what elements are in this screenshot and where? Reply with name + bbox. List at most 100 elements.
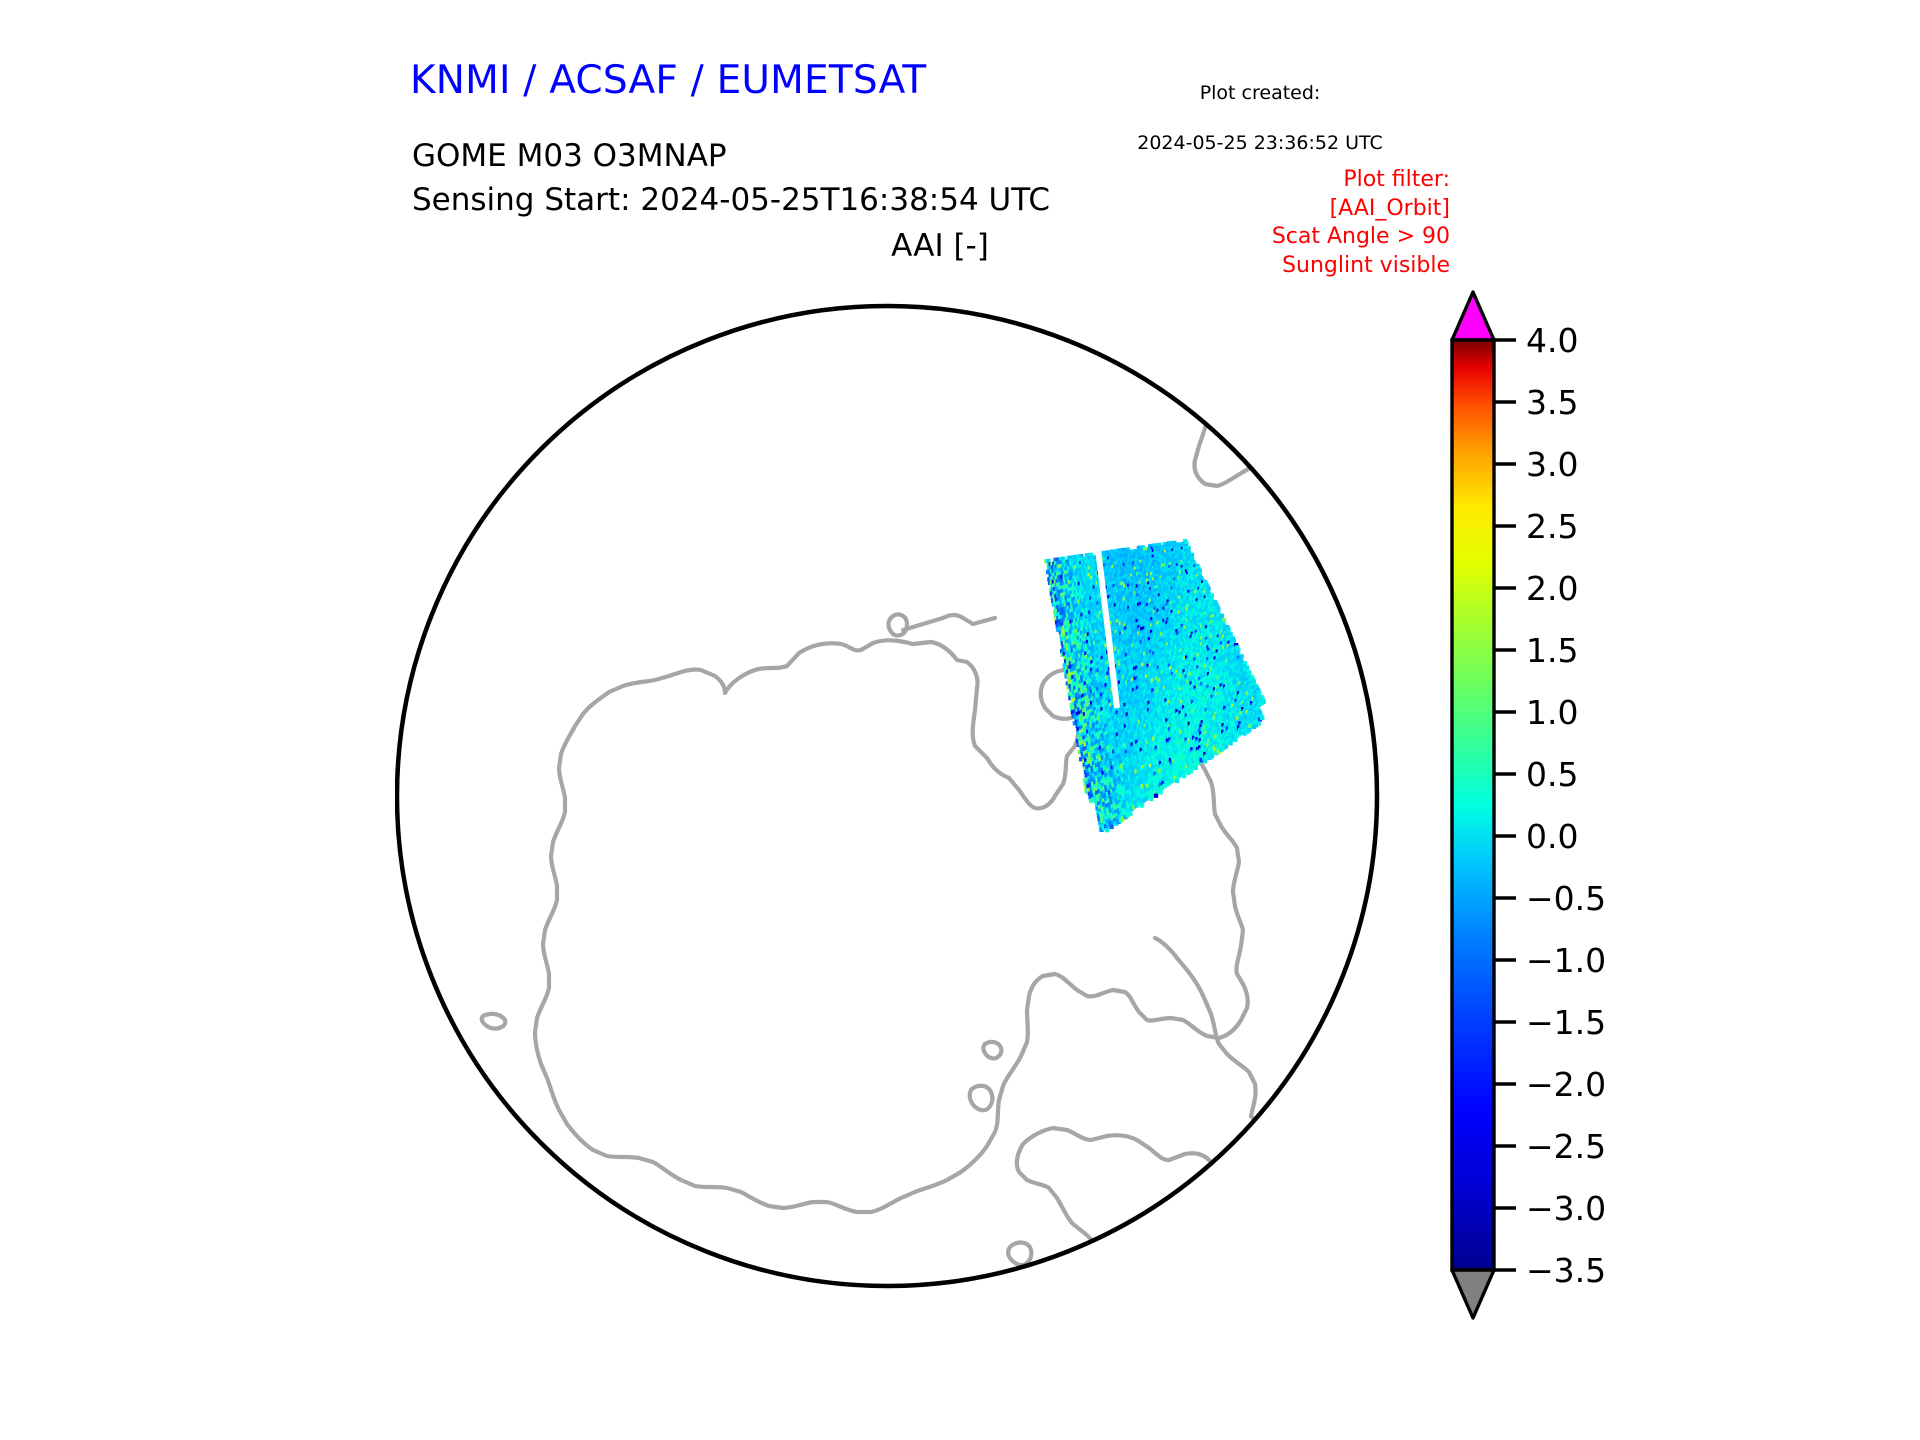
swath-pixel [1133, 712, 1138, 717]
swath-pixel [1209, 670, 1214, 676]
swath-pixel [1147, 728, 1152, 734]
sensing-start-label: Sensing Start: 2024-05-25T16:38:54 UTC [412, 182, 1050, 218]
swath-pixel [1235, 674, 1240, 679]
swath-pixel [1116, 746, 1121, 752]
swath-pixel [1075, 723, 1080, 728]
swath-pixel [1103, 766, 1108, 771]
south-america-patagonia [1020, 1125, 1284, 1207]
swath-pixel [1080, 748, 1085, 753]
swath-pixel [1222, 663, 1227, 669]
swath-pixel [1207, 715, 1212, 721]
swath-pixel [1230, 636, 1235, 641]
swath-pixel [1218, 708, 1224, 714]
swath-pixel [1130, 742, 1135, 747]
swath-pixel [1194, 672, 1199, 677]
swath-pixel [1135, 739, 1140, 745]
swath-pixel [1115, 751, 1120, 756]
swath-pixel [1103, 769, 1109, 775]
swath-pixel [1208, 711, 1214, 717]
swath-pixel [1122, 773, 1127, 778]
swath-pixel [1207, 687, 1212, 692]
swath-pixel [1211, 697, 1216, 702]
swath-pixel [1142, 760, 1148, 765]
swath-pixel [1183, 539, 1188, 544]
swath-pixel [1149, 706, 1154, 712]
small-island-north [886, 612, 910, 638]
swath-pixel [1236, 653, 1241, 658]
swath-pixel [1156, 744, 1162, 749]
swath-pixel [1169, 666, 1174, 671]
swath-pixel [1233, 690, 1238, 695]
swath-pixel [1112, 738, 1117, 743]
swath-pixel [1214, 602, 1219, 607]
swath-pixel [1111, 780, 1116, 785]
swath-pixel [1090, 793, 1095, 798]
swath-pixel [1127, 762, 1132, 767]
swath-pixel [1150, 741, 1156, 746]
swath-pixel [1228, 684, 1233, 689]
swath-pixel [1105, 719, 1110, 724]
swath-pixel [1201, 693, 1207, 698]
swath-pixel [1163, 719, 1168, 724]
swath-pixel [1169, 698, 1174, 704]
swath-pixel [1188, 691, 1193, 697]
swath-pixel [1208, 689, 1213, 695]
swath-pixel [1106, 689, 1111, 694]
swath-pixel [1196, 723, 1201, 728]
swath-pixel [1114, 771, 1119, 776]
swath-pixel [1140, 693, 1145, 699]
plot-filter-block: Plot filter: [AAI_Orbit] Scat Angle > 90… [1080, 166, 1450, 280]
swath-pixel [1192, 719, 1197, 724]
swath-pixel [1218, 680, 1223, 686]
swath-pixel [1209, 593, 1214, 598]
swath-pixel [1250, 676, 1255, 682]
swath-pixel [1099, 772, 1104, 777]
swath-pixel [1141, 686, 1146, 692]
swath-pixel [1187, 728, 1192, 734]
swath-pixel [1239, 696, 1244, 701]
swath-pixel [1150, 730, 1155, 735]
swath-pixel [1174, 716, 1180, 721]
swath-pixel [1157, 736, 1162, 742]
swath-pixel [1114, 774, 1120, 779]
swath-pixel [1193, 670, 1198, 675]
swath-pixel [1170, 735, 1175, 741]
swath-pixel [1187, 712, 1192, 717]
swath-pixel [1098, 753, 1103, 759]
swath-pixel [1228, 666, 1233, 671]
swath-pixel [1217, 678, 1222, 683]
swath-pixel [1245, 691, 1251, 697]
swath-pixel [1117, 776, 1123, 781]
data-swath [1044, 539, 1266, 833]
swath-pixel [1235, 695, 1241, 700]
swath-pixel [1145, 740, 1150, 745]
australia-limb-sliver [900, 612, 998, 633]
swath-pixel [1209, 692, 1214, 697]
swath-pixel [1204, 708, 1209, 713]
swath-pixel [1120, 763, 1125, 768]
swath-pixel [1116, 758, 1121, 763]
swath-pixel [1243, 681, 1249, 686]
swath-pixel [1174, 733, 1180, 738]
swath-pixel [1191, 725, 1196, 731]
swath-pixel [1174, 730, 1179, 735]
swath-pixel [1132, 741, 1138, 746]
swath-pixel [1244, 689, 1250, 694]
swath-pixel [1094, 721, 1099, 727]
swath-pixel [1115, 710, 1120, 715]
swath-pixel [1241, 688, 1246, 693]
swath-pixel [1099, 700, 1104, 705]
swath-pixel [1162, 692, 1167, 697]
swath-pixel [1154, 753, 1159, 758]
swath-pixel [1214, 711, 1219, 717]
swath-pixel [1210, 673, 1215, 678]
swath-pixel [1216, 703, 1222, 709]
swath-pixel [1110, 765, 1115, 771]
swath-pixel [1166, 714, 1171, 719]
swath-pixel [1133, 755, 1138, 760]
swath-pixel [1159, 715, 1164, 720]
swath-pixel [1205, 589, 1210, 594]
swath-pixel [1221, 643, 1226, 649]
swath-pixel [1238, 657, 1243, 663]
swath-pixel [1242, 690, 1247, 696]
